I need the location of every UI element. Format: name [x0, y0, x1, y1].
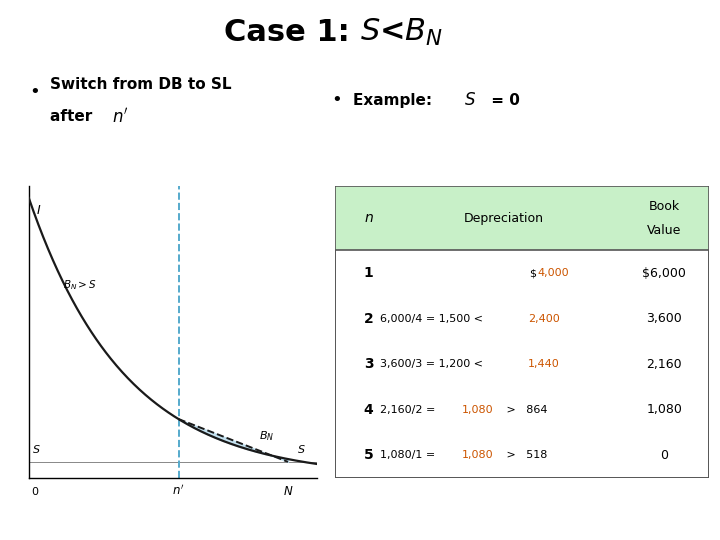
Text: $\mathit{S}$<$\mathit{B}_N$: $\mathit{S}$<$\mathit{B}_N$ — [360, 17, 444, 48]
Text: 3,600: 3,600 — [647, 312, 682, 325]
Text: 0: 0 — [31, 488, 38, 497]
Text: $S$: $S$ — [297, 443, 305, 455]
Text: 5: 5 — [364, 448, 374, 462]
Text: •: • — [331, 91, 342, 110]
Text: >   518: > 518 — [503, 450, 548, 460]
Text: ALWAYS LEARNING: ALWAYS LEARNING — [11, 512, 96, 522]
Text: after: after — [50, 109, 98, 124]
Text: Value: Value — [647, 224, 681, 237]
Text: 2,160/2 =: 2,160/2 = — [379, 404, 438, 415]
Text: $S$: $S$ — [32, 443, 40, 455]
Text: $n'$: $n'$ — [173, 484, 184, 498]
Text: 1: 1 — [364, 266, 374, 280]
Text: $n$: $n$ — [364, 211, 374, 225]
Text: 1,440: 1,440 — [528, 359, 559, 369]
Text: 2: 2 — [364, 312, 374, 326]
Text: Example:: Example: — [353, 93, 437, 108]
Text: 1,080: 1,080 — [647, 403, 683, 416]
Text: $B_N$: $B_N$ — [259, 429, 274, 443]
Text: = 0: = 0 — [486, 93, 520, 108]
Text: $N$: $N$ — [283, 485, 293, 498]
Text: 1,080/1 =: 1,080/1 = — [379, 450, 438, 460]
Text: $I$: $I$ — [36, 204, 41, 217]
Text: 3,600/3 = 1,200 <: 3,600/3 = 1,200 < — [379, 359, 486, 369]
Text: 3: 3 — [364, 357, 373, 371]
Text: 4: 4 — [364, 403, 374, 417]
Text: $B_N > S$: $B_N > S$ — [63, 278, 97, 292]
Text: 2,160: 2,160 — [647, 357, 682, 370]
Text: PEARSON: PEARSON — [644, 510, 715, 524]
Text: 1,080: 1,080 — [462, 450, 494, 460]
Text: 2,400: 2,400 — [528, 314, 559, 323]
Text: Book: Book — [649, 200, 680, 213]
Text: 0: 0 — [660, 449, 668, 462]
Text: Case 1:: Case 1: — [224, 18, 360, 47]
FancyBboxPatch shape — [335, 186, 709, 478]
Text: $S$: $S$ — [464, 91, 477, 110]
Text: Switch from DB to SL: Switch from DB to SL — [50, 77, 232, 92]
FancyBboxPatch shape — [335, 186, 709, 251]
Text: $: $ — [529, 268, 536, 278]
Text: •: • — [29, 83, 40, 101]
Text: Depreciation: Depreciation — [463, 212, 544, 225]
Text: 6,000/4 = 1,500 <: 6,000/4 = 1,500 < — [379, 314, 486, 323]
Text: $n'$: $n'$ — [112, 107, 128, 126]
Text: 4,000: 4,000 — [538, 268, 570, 278]
Text: Contemporary Engineering Economics, 6e, GE
Park: Contemporary Engineering Economics, 6e, … — [112, 510, 273, 524]
Text: >   864: > 864 — [503, 404, 548, 415]
Text: 1,080: 1,080 — [462, 404, 494, 415]
Text: Copyright © 2016, Pearson Education, Ltd.
All Rights Reserved: Copyright © 2016, Pearson Education, Ltd… — [432, 509, 582, 525]
Text: $6,000: $6,000 — [642, 267, 686, 280]
